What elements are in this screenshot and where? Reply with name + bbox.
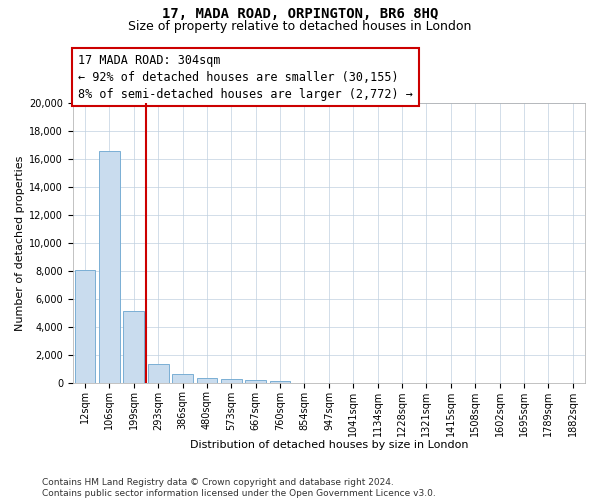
- Text: 17, MADA ROAD, ORPINGTON, BR6 8HQ: 17, MADA ROAD, ORPINGTON, BR6 8HQ: [162, 8, 438, 22]
- Bar: [270, 380, 290, 382]
- Bar: [245, 380, 266, 382]
- Text: Size of property relative to detached houses in London: Size of property relative to detached ho…: [128, 20, 472, 33]
- Bar: [148, 364, 169, 382]
- Bar: [99, 151, 120, 382]
- Bar: [197, 378, 217, 382]
- Text: Contains HM Land Registry data © Crown copyright and database right 2024.
Contai: Contains HM Land Registry data © Crown c…: [42, 478, 436, 498]
- Bar: [74, 270, 95, 382]
- Bar: [172, 374, 193, 382]
- Text: 17 MADA ROAD: 304sqm
← 92% of detached houses are smaller (30,155)
8% of semi-de: 17 MADA ROAD: 304sqm ← 92% of detached h…: [78, 54, 413, 100]
- Bar: [221, 379, 242, 382]
- X-axis label: Distribution of detached houses by size in London: Distribution of detached houses by size …: [190, 440, 468, 450]
- Bar: [124, 312, 144, 382]
- Y-axis label: Number of detached properties: Number of detached properties: [15, 156, 25, 330]
